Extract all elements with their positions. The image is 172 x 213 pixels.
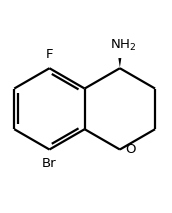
Text: Br: Br <box>42 157 57 170</box>
Text: NH$_2$: NH$_2$ <box>110 37 136 53</box>
Text: F: F <box>46 48 53 61</box>
Text: O: O <box>125 143 136 156</box>
Polygon shape <box>118 58 121 68</box>
